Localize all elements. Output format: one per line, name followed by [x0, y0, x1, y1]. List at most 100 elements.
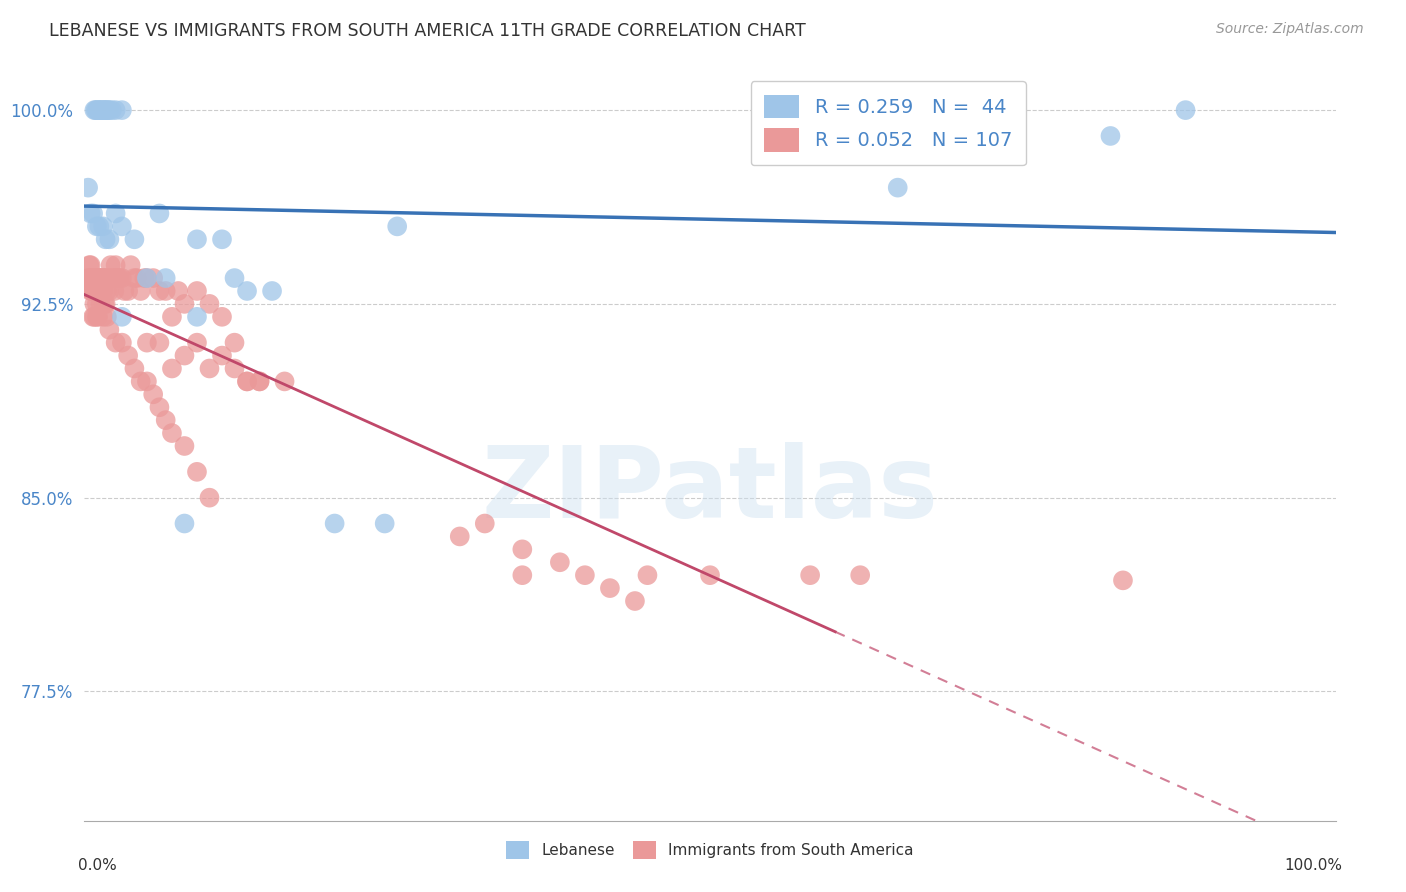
Point: [120, 258, 142, 272]
Point: [82, 310, 104, 324]
Point: [374, 516, 396, 531]
Point: [173, 439, 195, 453]
Point: [91, 103, 114, 117]
Point: [79, 258, 101, 272]
Point: [849, 568, 872, 582]
Legend: R = 0.259   N =  44, R = 0.052   N = 107: R = 0.259 N = 44, R = 0.052 N = 107: [751, 81, 1025, 166]
Point: [94, 103, 117, 117]
Point: [142, 271, 165, 285]
Point: [186, 465, 208, 479]
Point: [79, 284, 101, 298]
Point: [224, 335, 246, 350]
Point: [77, 271, 100, 285]
Point: [1112, 574, 1135, 588]
Point: [82, 284, 104, 298]
Point: [101, 271, 124, 285]
Point: [637, 568, 659, 582]
Point: [84, 284, 107, 298]
Point: [186, 232, 208, 246]
Point: [474, 516, 496, 531]
Point: [104, 258, 127, 272]
Point: [129, 375, 152, 389]
Point: [624, 594, 647, 608]
Point: [136, 335, 159, 350]
Point: [80, 271, 103, 285]
Point: [548, 555, 571, 569]
Point: [699, 568, 721, 582]
Point: [98, 323, 121, 337]
Point: [97, 271, 120, 285]
Point: [111, 271, 134, 285]
Point: [155, 413, 177, 427]
Point: [198, 297, 221, 311]
Point: [512, 542, 534, 557]
Point: [249, 375, 271, 389]
Point: [236, 284, 259, 298]
Point: [90, 103, 112, 117]
Point: [173, 516, 195, 531]
Point: [91, 284, 114, 298]
Point: [249, 375, 271, 389]
Point: [104, 103, 127, 117]
Point: [125, 271, 148, 285]
Point: [86, 271, 108, 285]
Point: [129, 284, 152, 298]
Point: [108, 271, 131, 285]
Point: [84, 271, 107, 285]
Point: [124, 271, 146, 285]
Point: [148, 284, 170, 298]
Point: [449, 529, 471, 543]
Point: [107, 271, 129, 285]
Point: [101, 103, 124, 117]
Text: LEBANESE VS IMMIGRANTS FROM SOUTH AMERICA 11TH GRADE CORRELATION CHART: LEBANESE VS IMMIGRANTS FROM SOUTH AMERIC…: [49, 22, 806, 40]
Point: [98, 232, 121, 246]
Point: [323, 516, 346, 531]
Point: [90, 284, 112, 298]
Point: [160, 426, 183, 441]
Point: [574, 568, 596, 582]
Point: [155, 271, 177, 285]
Point: [148, 206, 170, 220]
Point: [79, 271, 101, 285]
Point: [111, 310, 134, 324]
Point: [96, 103, 118, 117]
Point: [124, 232, 146, 246]
Point: [103, 284, 125, 298]
Point: [136, 271, 159, 285]
Point: [79, 271, 101, 285]
Point: [83, 271, 105, 285]
Point: [83, 297, 105, 311]
Point: [186, 284, 208, 298]
Point: [94, 271, 117, 285]
Point: [96, 284, 118, 298]
Point: [96, 310, 118, 324]
Point: [83, 103, 105, 117]
Point: [799, 568, 821, 582]
Point: [79, 206, 101, 220]
Point: [236, 375, 259, 389]
Point: [211, 232, 233, 246]
Point: [136, 271, 159, 285]
Point: [97, 103, 120, 117]
Point: [86, 297, 108, 311]
Point: [111, 335, 134, 350]
Point: [160, 361, 183, 376]
Point: [142, 387, 165, 401]
Point: [87, 310, 110, 324]
Point: [98, 284, 121, 298]
Point: [112, 284, 135, 298]
Text: Source: ZipAtlas.com: Source: ZipAtlas.com: [1216, 22, 1364, 37]
Point: [90, 271, 112, 285]
Point: [91, 219, 114, 234]
Point: [211, 349, 233, 363]
Point: [91, 310, 114, 324]
Point: [79, 258, 101, 272]
Point: [124, 361, 146, 376]
Point: [87, 271, 110, 285]
Point: [89, 219, 111, 234]
Point: [198, 361, 221, 376]
Point: [167, 284, 190, 298]
Point: [211, 310, 233, 324]
Point: [101, 271, 124, 285]
Point: [512, 568, 534, 582]
